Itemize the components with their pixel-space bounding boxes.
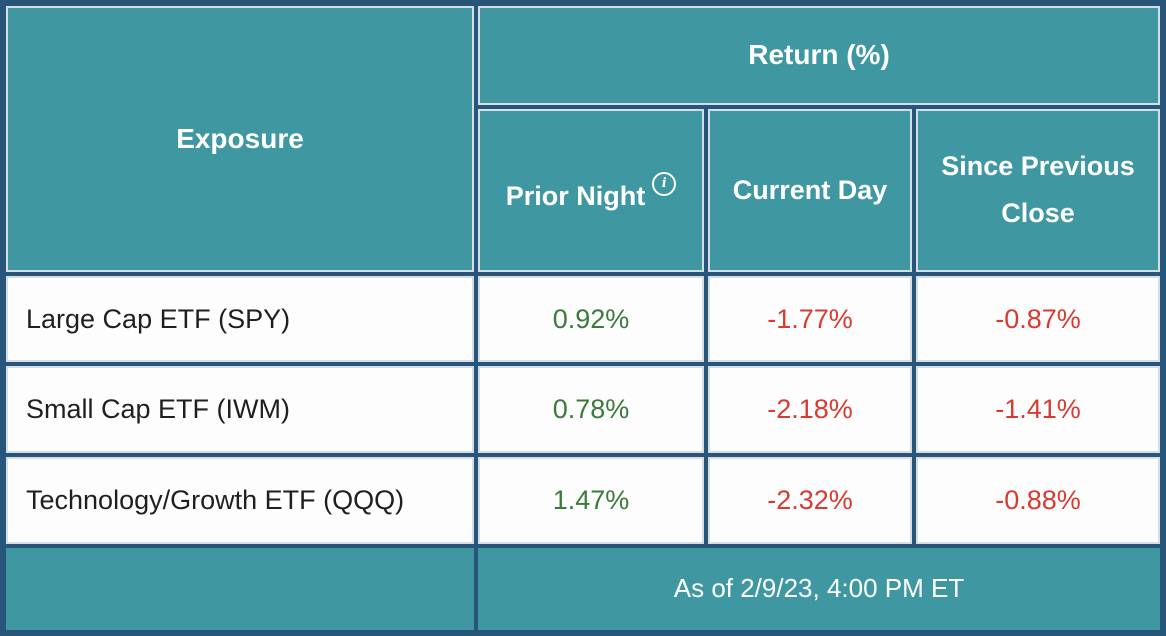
row-label-small-cap-iwm: Small Cap ETF (IWM) <box>6 366 474 453</box>
iwm-current-day-value: -2.18% <box>708 366 912 453</box>
table-row-qqq: Technology/Growth ETF (QQQ) 1.47% -2.32%… <box>6 456 1160 544</box>
spy-prior-night-value: 0.92% <box>478 275 704 363</box>
column-header-current-day: Current Day <box>708 108 912 272</box>
spy-current-day-value: -1.77% <box>708 275 912 363</box>
column-header-since-previous-close: Since Previous Close <box>916 108 1160 272</box>
iwm-since-previous-close-value: -1.41% <box>916 366 1160 453</box>
table-footer-row: As of 2/9/23, 4:00 PM ET <box>6 547 1160 630</box>
row-label-large-cap-spy: Large Cap ETF (SPY) <box>6 275 474 363</box>
info-icon[interactable]: i <box>652 160 677 199</box>
iwm-prior-night-value: 0.78% <box>478 366 704 453</box>
spy-since-previous-close-value: -0.87% <box>916 275 1160 363</box>
qqq-current-day-value: -2.32% <box>708 456 912 544</box>
row-label-technology-growth-qqq: Technology/Growth ETF (QQQ) <box>6 456 474 544</box>
exposure-column-header: Exposure <box>6 6 474 272</box>
return-group-header: Return (%) <box>478 6 1160 105</box>
qqq-since-previous-close-value: -0.88% <box>916 456 1160 544</box>
footer-empty-cell <box>6 547 474 630</box>
prior-night-label: Prior Night <box>505 181 646 212</box>
qqq-prior-night-value: 1.47% <box>478 456 704 544</box>
table-row-spy: Large Cap ETF (SPY) 0.92% -1.77% -0.87% <box>6 275 1160 363</box>
table-row-iwm: Small Cap ETF (IWM) 0.78% -2.18% -1.41% <box>6 366 1160 453</box>
as-of-timestamp: As of 2/9/23, 4:00 PM ET <box>478 547 1160 630</box>
column-header-prior-night: Prior Night i <box>478 108 704 272</box>
